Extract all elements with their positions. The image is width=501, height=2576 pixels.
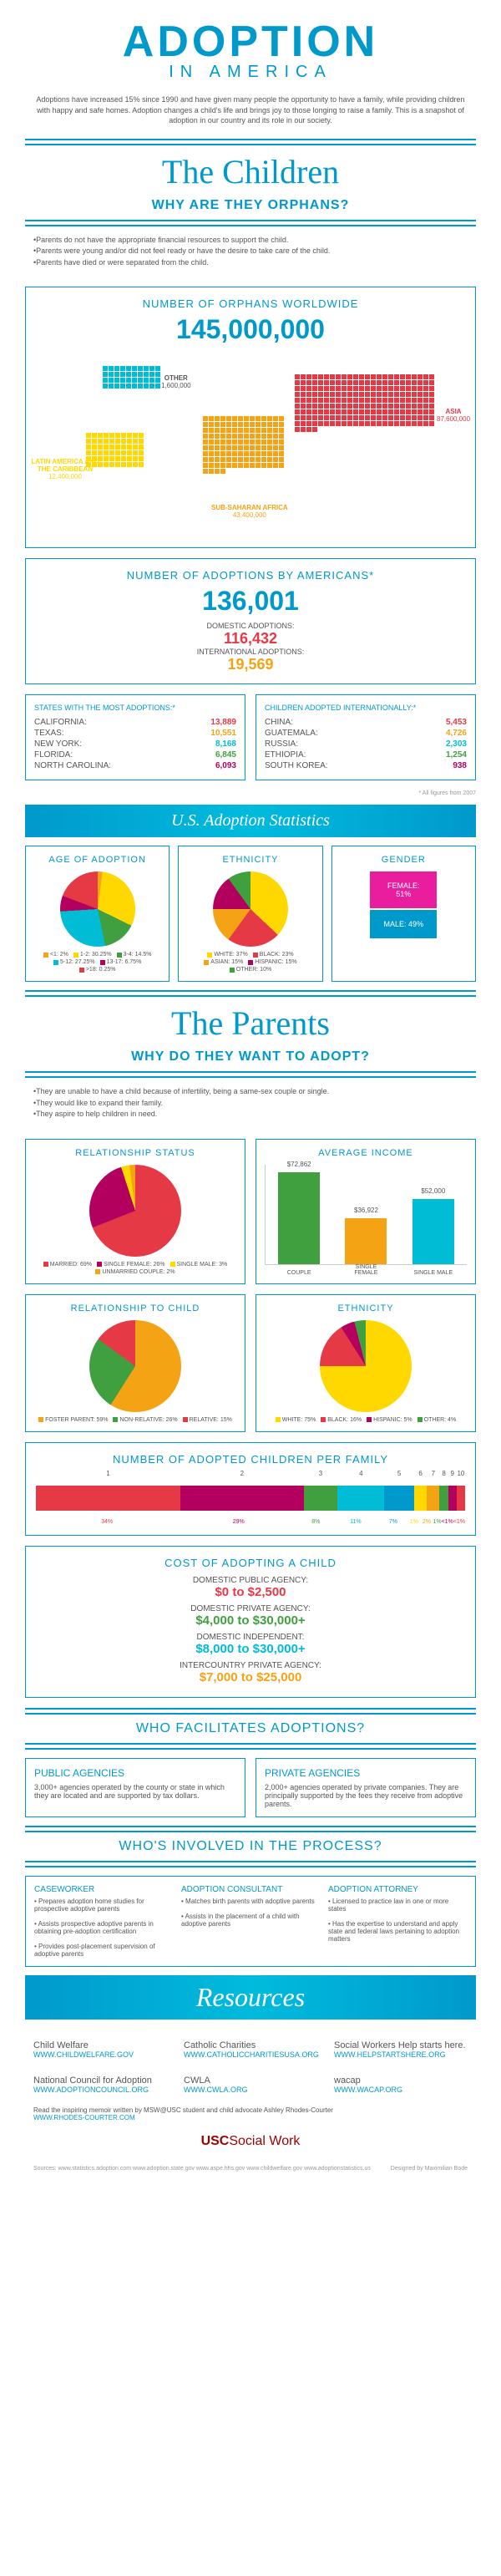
states-box: STATES WITH THE MOST ADOPTIONS:* CALIFOR… bbox=[25, 694, 245, 780]
states-title: STATES WITH THE MOST ADOPTIONS:* bbox=[34, 704, 236, 712]
resources-banner: Resources bbox=[25, 1975, 476, 2020]
world-map: OTHER1,600,000ASIA87,600,000LATIN AMERIC… bbox=[36, 358, 465, 525]
facilitates-title: WHO FACILITATES ADOPTIONS? bbox=[0, 1715, 501, 1743]
resources-list: Child WelfareWWW.CHILDWELFARE.GOVCatholi… bbox=[0, 2028, 501, 2106]
adoptions-title: NUMBER OF ADOPTIONS BY AMERICANS* bbox=[36, 569, 465, 582]
sources: Sources: www.statistics.adoption.com www… bbox=[0, 2162, 501, 2176]
public-agency: PUBLIC AGENCIES 3,000+ agencies operated… bbox=[25, 1758, 245, 1817]
intl-kids-box: CHILDREN ADOPTED INTERNATIONALLY:* CHINA… bbox=[256, 694, 476, 780]
intl-value: 19,569 bbox=[36, 656, 465, 673]
private-text: 2,000+ agencies operated by private comp… bbox=[265, 1783, 467, 1808]
intro-text: Adoptions have increased 15% since 1990 … bbox=[0, 82, 501, 139]
parent-eth-pie bbox=[320, 1320, 412, 1412]
parent-eth-title: ETHNICITY bbox=[265, 1303, 467, 1313]
per-family-bar bbox=[36, 1486, 465, 1511]
footnote: * All figures from 2007 bbox=[0, 790, 501, 796]
age-title: AGE OF ADOPTION bbox=[34, 855, 160, 865]
relationship-pie bbox=[89, 1165, 181, 1257]
designer: Designed by Maximilian Bode bbox=[391, 2166, 468, 2172]
process-title: WHO'S INVOLVED IN THE PROCESS? bbox=[0, 1832, 501, 1861]
income-chart: $72,862COUPLE$36,922SINGLE FEMALE$52,000… bbox=[265, 1165, 467, 1265]
private-title: PRIVATE AGENCIES bbox=[265, 1767, 467, 1779]
intl-label: INTERNATIONAL ADOPTIONS: bbox=[197, 648, 305, 656]
intl-kids-title: CHILDREN ADOPTED INTERNATIONALLY:* bbox=[265, 704, 467, 712]
memoir-url: WWW.RHODES-COURTER.COM bbox=[33, 2114, 468, 2121]
adoptions-total: 136,001 bbox=[36, 586, 465, 617]
parents-bullets: •They are unable to have a child because… bbox=[0, 1078, 501, 1129]
public-title: PUBLIC AGENCIES bbox=[34, 1767, 236, 1779]
gender-male: MALE: 49% bbox=[370, 910, 437, 938]
public-text: 3,000+ agencies operated by the county o… bbox=[34, 1783, 236, 1800]
rel-child-pie bbox=[89, 1320, 181, 1412]
orphans-total: 145,000,000 bbox=[36, 314, 465, 345]
memoir-text: Read the inspiring memoir written by MSW… bbox=[33, 2106, 468, 2114]
children-title: The Children bbox=[0, 152, 501, 191]
rel-child-box: RELATIONSHIP TO CHILD FOSTER PARENT: 59%… bbox=[25, 1294, 245, 1432]
children-bullets: •Parents do not have the appropriate fin… bbox=[0, 226, 501, 277]
income-box: AVERAGE INCOME $72,862COUPLE$36,922SINGL… bbox=[256, 1139, 476, 1284]
relationship-box: RELATIONSHIP STATUS MARRIED: 69%SINGLE F… bbox=[25, 1139, 245, 1284]
stats-banner: U.S. Adoption Statistics bbox=[25, 805, 476, 837]
gender-female: FEMALE: 51% bbox=[370, 871, 437, 908]
age-pie bbox=[60, 871, 135, 947]
per-family-box: NUMBER OF ADOPTED CHILDREN PER FAMILY 12… bbox=[25, 1442, 476, 1536]
relationship-title: RELATIONSHIP STATUS bbox=[34, 1148, 236, 1158]
footer-logo: USCUSCSocial WorkSocial Work bbox=[0, 2121, 501, 2162]
orphans-box: NUMBER OF ORPHANS WORLDWIDE 145,000,000 … bbox=[25, 287, 476, 548]
gender-chart-box: GENDER FEMALE: 51% MALE: 49% bbox=[331, 846, 476, 982]
income-title: AVERAGE INCOME bbox=[265, 1148, 467, 1158]
cost-title: COST OF ADOPTING A CHILD bbox=[36, 1557, 465, 1569]
ethnicity-title: ETHNICITY bbox=[187, 855, 313, 865]
cost-box: COST OF ADOPTING A CHILD DOMESTIC PUBLIC… bbox=[25, 1546, 476, 1698]
children-subtitle: WHY ARE THEY ORPHANS? bbox=[0, 198, 501, 213]
parents-title: The Parents bbox=[0, 1003, 501, 1043]
private-agency: PRIVATE AGENCIES 2,000+ agencies operate… bbox=[256, 1758, 476, 1817]
process-box: CASEWORKER• Prepares adoption home studi… bbox=[25, 1876, 476, 1967]
ethnicity-pie bbox=[213, 871, 288, 947]
parent-eth-box: ETHNICITY WHITE: 75%BLACK: 16%HISPANIC: … bbox=[256, 1294, 476, 1432]
orphans-title: NUMBER OF ORPHANS WORLDWIDE bbox=[36, 297, 465, 310]
ethnicity-chart-box: ETHNICITY WHITE: 37%BLACK: 23%ASIAN: 15%… bbox=[178, 846, 322, 982]
domestic-value: 116,432 bbox=[36, 630, 465, 648]
domestic-label: DOMESTIC ADOPTIONS: bbox=[206, 622, 294, 630]
subtitle: IN AMERICA bbox=[0, 63, 501, 82]
gender-title: GENDER bbox=[341, 855, 467, 865]
adoptions-box: NUMBER OF ADOPTIONS BY AMERICANS* 136,00… bbox=[25, 558, 476, 684]
per-family-title: NUMBER OF ADOPTED CHILDREN PER FAMILY bbox=[36, 1453, 465, 1466]
age-chart-box: AGE OF ADOPTION <1: 2%1-2: 30.25%3-4: 14… bbox=[25, 846, 170, 982]
rel-child-title: RELATIONSHIP TO CHILD bbox=[34, 1303, 236, 1313]
main-title: ADOPTION bbox=[0, 17, 501, 67]
parents-subtitle: WHY DO THEY WANT TO ADOPT? bbox=[0, 1049, 501, 1064]
